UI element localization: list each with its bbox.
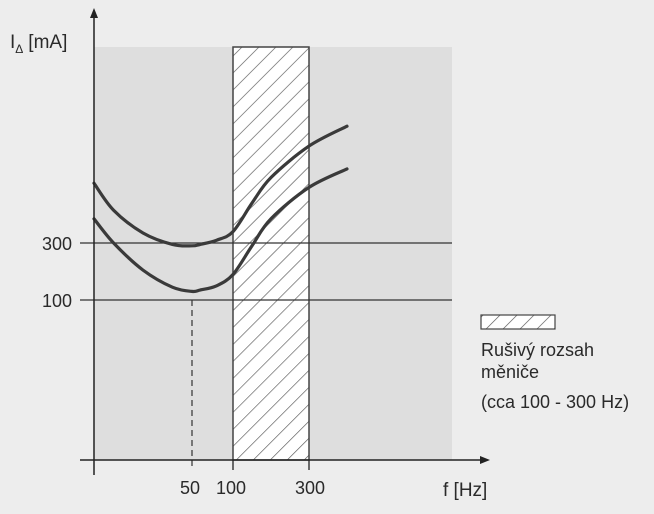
y-tick-label-300: 300: [42, 234, 72, 254]
x-tick-label-100: 100: [216, 478, 246, 498]
x-axis-label: f [Hz]: [443, 480, 487, 501]
legend-line-2: měniče: [481, 362, 539, 382]
y-axis-label-main: I: [10, 32, 15, 53]
legend-line-3: (cca 100 - 300 Hz): [481, 392, 629, 412]
legend-line-1: Rušivý rozsah: [481, 340, 594, 360]
x-tick-label-300: 300: [295, 478, 325, 498]
y-axis-label-subscript: Δ: [15, 42, 23, 56]
legend-swatch: [480, 314, 556, 330]
y-axis-arrow-icon: [90, 8, 98, 18]
interference-band: [232, 46, 310, 461]
y-axis-label: IΔ [mA]: [10, 32, 67, 56]
x-tick-label-50: 50: [180, 478, 200, 498]
y-axis-label-unit: [mA]: [28, 32, 67, 53]
series-line-1: [92, 124, 349, 248]
x-axis-arrow-icon: [480, 456, 490, 464]
series-line-2: [92, 167, 349, 294]
curves: [92, 124, 349, 294]
y-tick-label-100: 100: [42, 291, 72, 311]
